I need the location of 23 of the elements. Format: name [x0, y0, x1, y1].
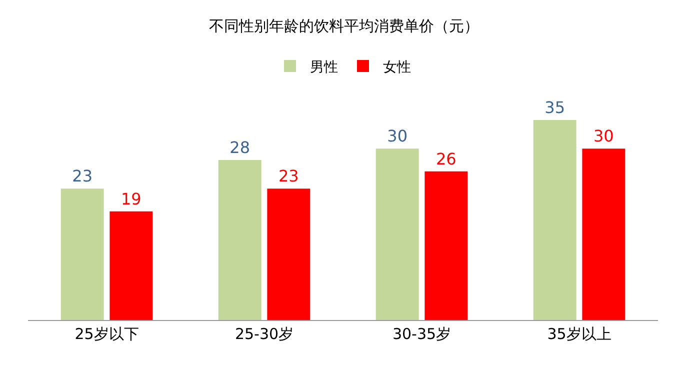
data-label: 19 [120, 189, 142, 208]
bar [582, 148, 626, 320]
bar [424, 171, 468, 320]
data-label: 30 [387, 126, 408, 146]
data-label: 23 [72, 166, 93, 186]
x-tick-label: 35岁以上 [547, 325, 612, 343]
bar [376, 148, 419, 320]
x-tick-label: 25-30岁 [234, 325, 294, 343]
legend-label: 男性 [310, 59, 338, 76]
x-tick-label: 30-35岁 [392, 325, 452, 343]
bar [267, 188, 310, 320]
data-label: 30 [593, 126, 614, 146]
data-label: 26 [436, 149, 456, 168]
legend-label: 女性 [383, 59, 411, 76]
bar [218, 160, 262, 320]
bar [110, 211, 153, 320]
data-label: 28 [230, 138, 250, 157]
data-label: 23 [278, 166, 299, 186]
bar [533, 120, 576, 320]
data-label: 35 [544, 98, 566, 117]
x-tick-label: 25岁以下 [74, 325, 139, 343]
bar [60, 188, 104, 320]
chart-title: 不同性别年龄的饮料平均消费单价（元） [209, 16, 479, 35]
